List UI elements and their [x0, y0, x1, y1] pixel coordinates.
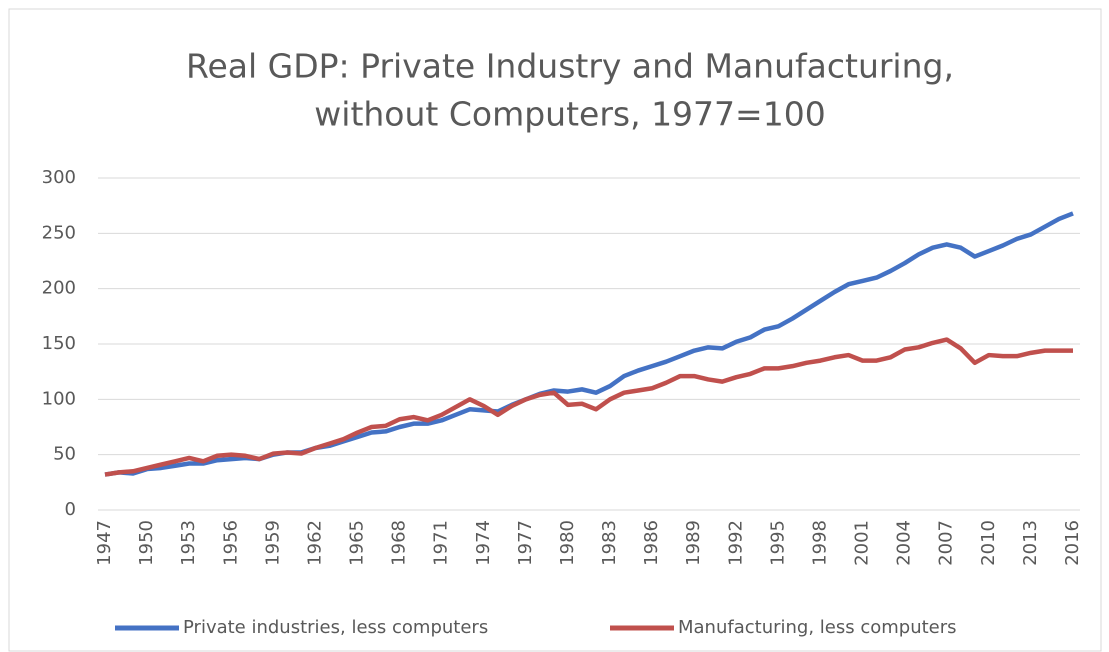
chart-title: Real GDP: Private Industry and Manufactu… [186, 47, 954, 86]
x-tick-label: 1974 [473, 520, 494, 566]
chart-frame [8, 8, 1102, 652]
legend-label: Manufacturing, less computers [678, 617, 957, 638]
y-tick-label: 150 [42, 333, 76, 354]
x-tick-label: 1968 [389, 520, 410, 566]
chart-title: without Computers, 1977=100 [314, 95, 825, 134]
x-tick-label: 1992 [725, 520, 746, 566]
x-tick-label: 1983 [599, 520, 620, 566]
x-tick-label: 1959 [262, 520, 283, 566]
y-tick-label: 250 [42, 222, 76, 243]
x-tick-label: 1953 [178, 520, 199, 566]
x-tick-label: 1989 [683, 520, 704, 566]
x-tick-label: 2007 [936, 520, 957, 566]
y-tick-label: 0 [65, 499, 76, 520]
x-tick-label: 2004 [894, 520, 915, 566]
x-tick-label: 1980 [557, 520, 578, 566]
x-tick-label: 1947 [94, 520, 115, 566]
y-tick-label: 50 [53, 444, 76, 465]
y-tick-label: 300 [42, 167, 76, 188]
x-tick-label: 1962 [304, 520, 325, 566]
line-series [104, 337, 1073, 477]
x-tick-label: 1971 [431, 520, 452, 566]
x-tick-label: 2013 [1020, 520, 1041, 566]
legend-label: Private industries, less computers [183, 617, 488, 638]
x-tick-label: 2001 [852, 520, 873, 566]
x-tick-label: 1977 [515, 520, 536, 566]
x-tick-label: 1995 [767, 520, 788, 566]
x-tick-label: 2016 [1062, 520, 1083, 566]
x-tick-label: 1965 [347, 520, 368, 566]
x-tick-label: 1998 [809, 520, 830, 566]
y-tick-label: 200 [42, 278, 76, 299]
y-tick-label: 100 [42, 388, 76, 409]
x-tick-label: 1950 [136, 520, 157, 566]
x-tick-label: 1956 [220, 520, 241, 566]
x-tick-label: 2010 [978, 520, 999, 566]
x-tick-label: 1986 [641, 520, 662, 566]
